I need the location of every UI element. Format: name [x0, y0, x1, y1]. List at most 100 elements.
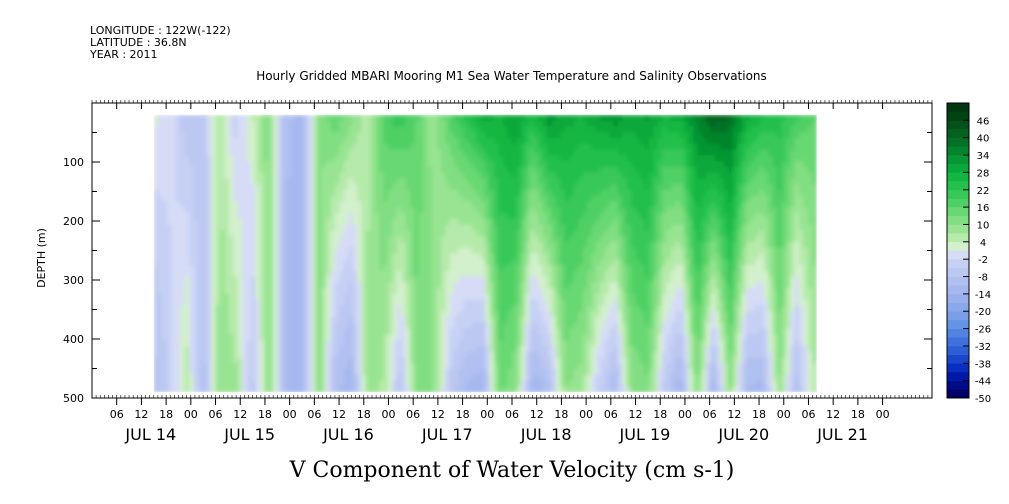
colorbar-label: 4	[980, 238, 986, 249]
colorbar-swatch	[947, 103, 969, 112]
x-hour-tick-label: 18	[554, 408, 568, 421]
colorbar-swatch	[947, 302, 969, 312]
x-hour-tick-label: 00	[381, 408, 395, 421]
colorbar-swatch	[947, 146, 969, 156]
colorbar-label: 16	[977, 203, 990, 214]
x-hour-tick-label: 06	[505, 408, 519, 421]
colorbar-label: -50	[975, 394, 991, 405]
colorbar-label: -38	[975, 359, 991, 370]
x-minor-ticks	[91, 100, 933, 398]
colorbar-swatch	[947, 389, 969, 399]
x-hour-tick-label: 00	[777, 408, 791, 421]
colorbar-swatch	[947, 155, 969, 165]
x-hour-tick-label: 06	[307, 408, 321, 421]
colorbar-swatch	[947, 250, 969, 260]
latitude-label: LATITUDE : 36.8N	[90, 36, 187, 49]
x-day-label: JUL 19	[619, 425, 671, 444]
x-hour-tick-label: 12	[233, 408, 247, 421]
colorbar-swatch	[947, 120, 969, 130]
colorbar-swatch	[947, 172, 969, 182]
colorbar-swatch	[947, 319, 969, 329]
colorbar-swatch	[947, 181, 969, 191]
colorbar-label: 28	[977, 168, 990, 179]
colorbar-swatch	[947, 233, 969, 243]
colorbar: 46 40 34 28 22 16 10 4 -2 -8 -14 -20 -26 -32 -38 -44 -50	[946, 102, 991, 405]
colorbar-swatch	[947, 337, 969, 347]
colorbar-swatch	[947, 267, 969, 277]
x-hour-tick-label: 06	[406, 408, 420, 421]
y-tick-label: 100	[63, 156, 84, 169]
colorbar-label: 46	[977, 116, 990, 127]
x-hour-tick-label: 12	[629, 408, 643, 421]
colorbar-label: 10	[977, 220, 990, 231]
colorbar-label: -2	[978, 255, 988, 266]
axes: 06 12 18 00 06 12 18 00 06 12 18 00 06 12 18 00 06 12 18 00…	[63, 100, 933, 444]
x-hour-tick-label: 18	[851, 408, 865, 421]
colorbar-label: 22	[977, 186, 990, 197]
x-hour-tick-label: 12	[826, 408, 840, 421]
x-day-label: JUL 21	[816, 425, 868, 444]
x-day-label: JUL 15	[223, 425, 275, 444]
x-hour-tick-label: 12	[134, 408, 148, 421]
x-hour-tick-label: 06	[209, 408, 223, 421]
x-hour-tick-label: 12	[332, 408, 346, 421]
x-hour-tick-label: 12	[431, 408, 445, 421]
colorbar-swatch	[947, 163, 969, 173]
x-hour-tick-label: 06	[801, 408, 815, 421]
y-tick-label: 400	[63, 333, 84, 346]
colorbar-label: -20	[975, 307, 991, 318]
x-hour-tick-label: 00	[579, 408, 593, 421]
x-hour-tick-label: 00	[480, 408, 494, 421]
colorbar-swatch	[947, 129, 969, 139]
x-hour-tick-label: 00	[876, 408, 890, 421]
colorbar-swatch	[947, 224, 969, 234]
x-hour-tick-label: 18	[258, 408, 272, 421]
chart-title: Hourly Gridded MBARI Mooring M1 Sea Wate…	[256, 69, 767, 83]
colorbar-swatch	[947, 215, 969, 225]
colorbar-label: -8	[978, 273, 988, 284]
colorbar-swatch	[947, 207, 969, 217]
colorbar-swatch	[947, 198, 969, 208]
x-hour-tick-label: 00	[283, 408, 297, 421]
x-hour-tick-label: 18	[456, 408, 470, 421]
colorbar-label: -26	[975, 325, 991, 336]
colorbar-swatch	[947, 371, 969, 381]
x-hour-tick-label: 12	[727, 408, 741, 421]
colorbar-swatch	[947, 363, 969, 373]
colorbar-swatch	[947, 111, 969, 121]
heatmap-field	[153, 114, 817, 393]
colorbar-label: -44	[975, 377, 991, 388]
colorbar-swatch	[947, 293, 969, 303]
x-hour-tick-label: 00	[184, 408, 198, 421]
colorbar-swatch	[947, 311, 969, 321]
colorbar-label: 40	[977, 134, 990, 145]
colorbar-swatch	[947, 241, 969, 251]
y-axis-label: DEPTH (m)	[35, 228, 48, 288]
year-label: YEAR : 2011	[90, 48, 158, 61]
x-axis-label: V Component of Water Velocity (cm s-1)	[289, 458, 735, 483]
x-hour-tick-label: 18	[159, 408, 173, 421]
longitude-label: LONGITUDE : 122W(-122)	[90, 24, 231, 37]
x-hour-tick-label: 06	[703, 408, 717, 421]
colorbar-swatch	[947, 276, 969, 286]
x-day-label: JUL 14	[124, 425, 176, 444]
colorbar-swatch	[947, 259, 969, 269]
x-day-label: JUL 16	[322, 425, 374, 444]
x-day-label: JUL 20	[717, 425, 769, 444]
x-hour-tick-label: 18	[357, 408, 371, 421]
colorbar-swatch	[947, 380, 969, 390]
x-hour-tick-label: 12	[530, 408, 544, 421]
y-tick-label: 300	[63, 274, 84, 287]
colorbar-label: -32	[975, 342, 991, 353]
colorbar-swatch	[947, 328, 969, 338]
colorbar-swatch	[947, 285, 969, 295]
colorbar-swatch	[947, 354, 969, 364]
colorbar-swatch	[947, 137, 969, 147]
heatmap-cells	[153, 114, 817, 393]
y-tick-label: 200	[63, 215, 84, 228]
colorbar-label: 34	[977, 151, 990, 162]
x-hour-tick-label: 06	[110, 408, 124, 421]
x-hour-tick-label: 18	[653, 408, 667, 421]
